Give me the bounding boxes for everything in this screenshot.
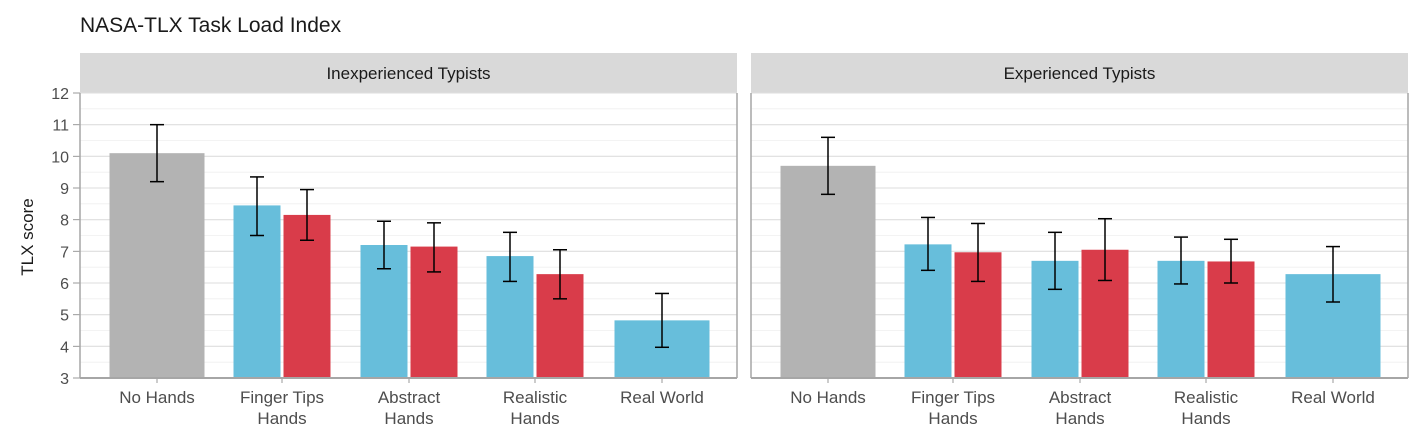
error-bar — [1326, 245, 1340, 303]
error-bar — [377, 220, 391, 270]
y-tick-label: 12 — [51, 86, 69, 103]
x-tick-label: Hands — [257, 409, 306, 428]
x-tick-label: Abstract — [1049, 388, 1112, 407]
error-bar — [427, 222, 441, 273]
error-bar — [1224, 238, 1238, 284]
error-bar — [821, 136, 835, 196]
y-tick-label: 8 — [60, 213, 69, 230]
error-bar — [150, 123, 164, 183]
bar — [109, 153, 205, 378]
x-tick-label: No Hands — [790, 388, 866, 407]
chart-title: NASA-TLX Task Load Index — [80, 14, 342, 37]
panel-title: Experienced Typists — [1004, 64, 1156, 83]
error-bar — [1098, 217, 1112, 282]
y-tick-label: 5 — [60, 308, 69, 325]
x-tick-label: No Hands — [119, 388, 195, 407]
y-axis-label: TLX score — [18, 198, 37, 275]
x-tick-label: Real World — [620, 388, 704, 407]
y-tick-label: 3 — [60, 371, 69, 388]
bar — [283, 214, 331, 378]
y-tick-label: 4 — [60, 339, 69, 356]
bar — [780, 165, 876, 378]
x-tick-label: Real World — [1291, 388, 1375, 407]
plot-layer: 3 4 5 6 7 8 9 10 11 12 Inexperienced Typists No Han… — [51, 53, 1409, 428]
panel-title: Inexperienced Typists — [326, 64, 490, 83]
x-tick-label: Hands — [1181, 409, 1230, 428]
x-tick-label: Abstract — [378, 388, 441, 407]
x-tick-label: Realistic — [1174, 388, 1239, 407]
y-tick-label: 7 — [60, 244, 69, 261]
x-tick-label: Hands — [384, 409, 433, 428]
x-tick-label: Hands — [1055, 409, 1104, 428]
error-bar — [503, 231, 517, 283]
panel-header — [80, 53, 737, 93]
error-bar — [300, 188, 314, 241]
error-bar — [971, 222, 985, 283]
error-bar — [1174, 236, 1188, 285]
y-tick-label: 9 — [60, 181, 69, 198]
error-bar — [655, 292, 669, 349]
x-tick-label: Finger Tips — [911, 388, 995, 407]
y-tick-label: 11 — [52, 118, 69, 135]
y-tick-label: 6 — [60, 276, 69, 293]
error-bar — [250, 176, 264, 237]
panel-header — [751, 53, 1408, 93]
error-bar — [553, 249, 567, 300]
x-tick-label: Hands — [928, 409, 977, 428]
x-tick-label: Hands — [510, 409, 559, 428]
x-tick-label: Finger Tips — [240, 388, 324, 407]
x-tick-label: Realistic — [503, 388, 568, 407]
error-bar — [921, 216, 935, 272]
y-tick-label: 10 — [51, 149, 69, 166]
error-bar — [1048, 231, 1062, 291]
